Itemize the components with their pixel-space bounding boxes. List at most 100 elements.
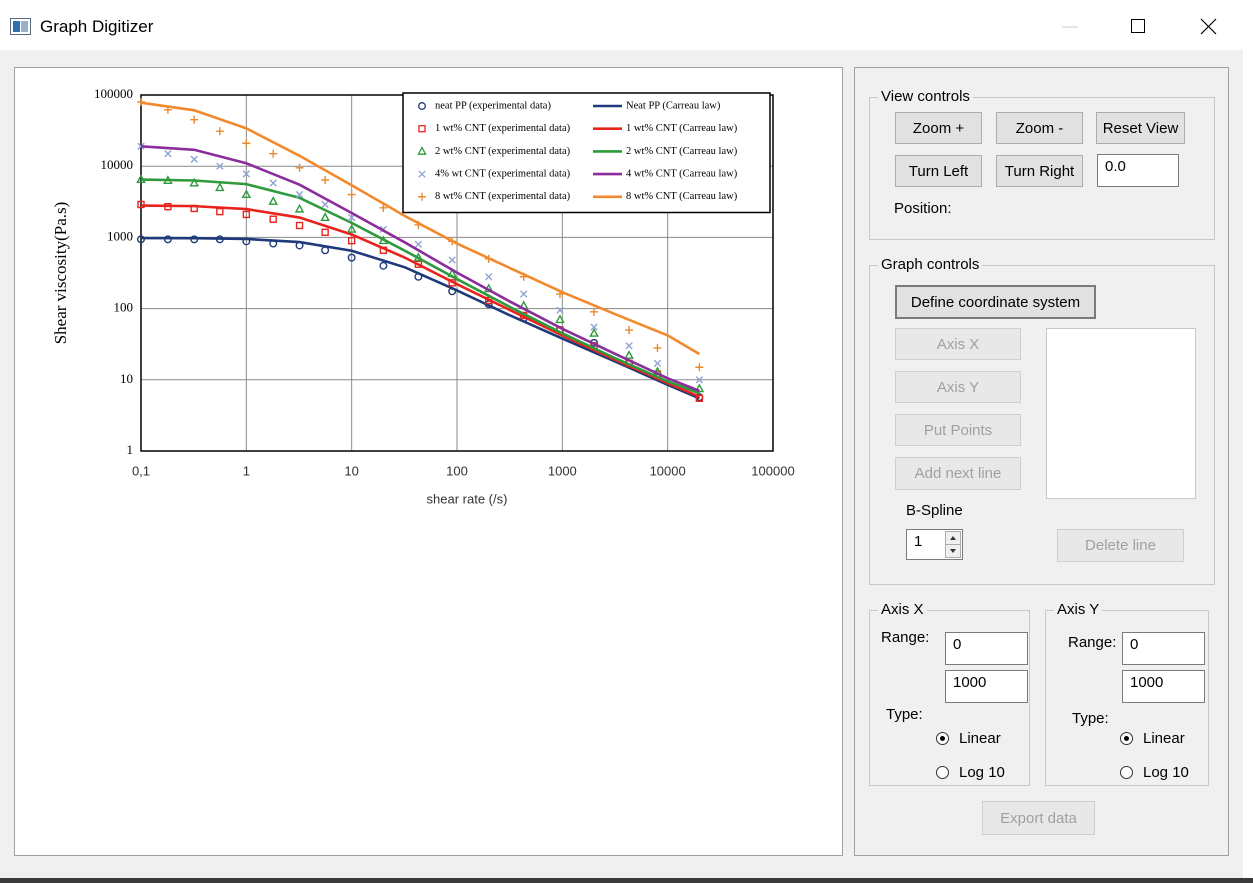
x-tick-label: 1000: [548, 463, 577, 478]
legend-marker: [418, 192, 426, 201]
turn-left-button[interactable]: Turn Left: [895, 155, 982, 187]
legend-label: neat PP (experimental data): [435, 100, 551, 111]
zoom-in-button[interactable]: Zoom +: [895, 112, 982, 144]
define-coordinates-button[interactable]: Define coordinate system: [895, 285, 1096, 319]
axis-y-button[interactable]: Axis Y: [895, 371, 1021, 403]
data-point: [189, 177, 199, 187]
data-point: [414, 240, 423, 248]
x-axis-label: shear rate (/s): [427, 491, 508, 506]
data-point: [215, 127, 224, 136]
data-point: [590, 323, 598, 331]
data-point: [295, 163, 304, 172]
range-min-input[interactable]: 0: [945, 632, 1028, 665]
y-tick-label: 10000: [101, 157, 134, 172]
delete-line-button[interactable]: Delete line: [1057, 529, 1184, 562]
x-tick-label: 10000: [650, 463, 686, 478]
title-bar: Graph Digitizer: [0, 0, 1243, 50]
controls-panel: View controls Zoom + Zoom - Reset View T…: [854, 67, 1229, 856]
series-line: [140, 178, 700, 395]
data-point: [346, 224, 357, 233]
legend-label: 8 wt% CNT (Carreau law): [626, 191, 738, 202]
y-tick-label: 10: [120, 371, 133, 386]
radio-label: Log 10: [959, 764, 1005, 781]
data-point: [695, 363, 704, 372]
data-point: [242, 139, 251, 148]
axis-y-group: Axis Y Range: 0 1000 Type: Linear Log 10: [1045, 601, 1209, 786]
series-line: [140, 101, 701, 356]
legend-marker: [418, 125, 426, 133]
x-tick-label: 100000: [751, 463, 794, 478]
legend-label: Neat PP (Carreau law): [626, 100, 721, 111]
data-point: [320, 212, 330, 222]
x-tick-label: 100: [446, 463, 468, 478]
data-point: [653, 359, 662, 368]
data-point: [653, 343, 662, 352]
y-tick-label: 1000: [107, 228, 133, 243]
turn-right-button[interactable]: Turn Right: [996, 155, 1083, 187]
chart-area: Shear viscosity(Pa.s) shear rate (/s) 0,…: [51, 86, 795, 506]
radio[interactable]: [936, 766, 949, 779]
data-point: [625, 342, 633, 350]
x-tick-label: 0,1: [132, 463, 150, 478]
spline-label: B-Spline: [906, 502, 963, 519]
data-point: [589, 328, 599, 337]
legend-label: 4 wt% CNT (Carreau law): [626, 169, 738, 180]
radio-label: Log 10: [1143, 764, 1189, 781]
graph-panel[interactable]: Shear viscosity(Pa.s) shear rate (/s) 0,…: [14, 67, 843, 856]
data-point: [190, 155, 198, 163]
data-point: [625, 326, 634, 335]
data-point: [294, 203, 305, 213]
range-max-input[interactable]: 1000: [945, 670, 1028, 703]
radio[interactable]: [1120, 766, 1133, 779]
legend-marker: [418, 170, 426, 178]
data-point: [347, 236, 356, 245]
group-label: Axis X: [878, 601, 927, 618]
legend-label: 1 wt% CNT (experimental data): [435, 123, 571, 134]
range-max-input[interactable]: 1000: [1122, 670, 1205, 703]
spinner-arrows[interactable]: [945, 531, 961, 558]
data-point: [216, 207, 224, 216]
series-line: [140, 204, 700, 398]
data-point: [242, 170, 251, 178]
data-point: [216, 162, 224, 170]
data-point: [215, 182, 225, 192]
put-points-button[interactable]: Put Points: [895, 414, 1021, 446]
data-point: [694, 383, 705, 393]
data-point: [269, 179, 277, 187]
window-buttons[interactable]: [1058, 16, 1228, 38]
line-list[interactable]: [1046, 328, 1196, 499]
app-icon: [10, 18, 31, 35]
y-tick-label: 100000: [94, 86, 133, 101]
window-title: Graph Digitizer: [40, 17, 154, 36]
radio-label: Linear: [1143, 730, 1185, 747]
data-point: [321, 176, 330, 184]
data-point: [269, 149, 278, 158]
legend-label: 4% wt CNT (experimental data): [435, 169, 571, 180]
range-label: Range:: [881, 629, 930, 646]
radio[interactable]: [936, 732, 949, 745]
data-point: [164, 149, 172, 158]
radio[interactable]: [1120, 732, 1133, 745]
angle-input[interactable]: 0.0: [1097, 154, 1179, 187]
export-button[interactable]: Export data: [982, 801, 1095, 835]
data-point: [379, 261, 388, 270]
data-point: [242, 210, 251, 219]
legend-marker: [417, 146, 427, 155]
y-axis-label: Shear viscosity(Pa.s): [51, 202, 70, 345]
reset-view-button[interactable]: Reset View: [1096, 112, 1185, 144]
legend-label: 1 wt% CNT (Carreau law): [626, 123, 738, 134]
data-point: [448, 256, 456, 264]
data-point: [190, 115, 199, 124]
zoom-out-button[interactable]: Zoom -: [996, 112, 1083, 144]
legend-label: 8 wt% CNT (experimental data): [435, 191, 571, 202]
add-line-button[interactable]: Add next line: [895, 457, 1021, 490]
data-point: [321, 228, 329, 236]
range-min-input[interactable]: 0: [1122, 632, 1205, 665]
x-tick-label: 1: [243, 463, 250, 478]
data-point: [695, 376, 704, 384]
data-point: [590, 307, 599, 316]
axis-x-button[interactable]: Axis X: [895, 328, 1021, 360]
graph-controls: Graph controls Define coordinate system …: [869, 256, 1215, 585]
